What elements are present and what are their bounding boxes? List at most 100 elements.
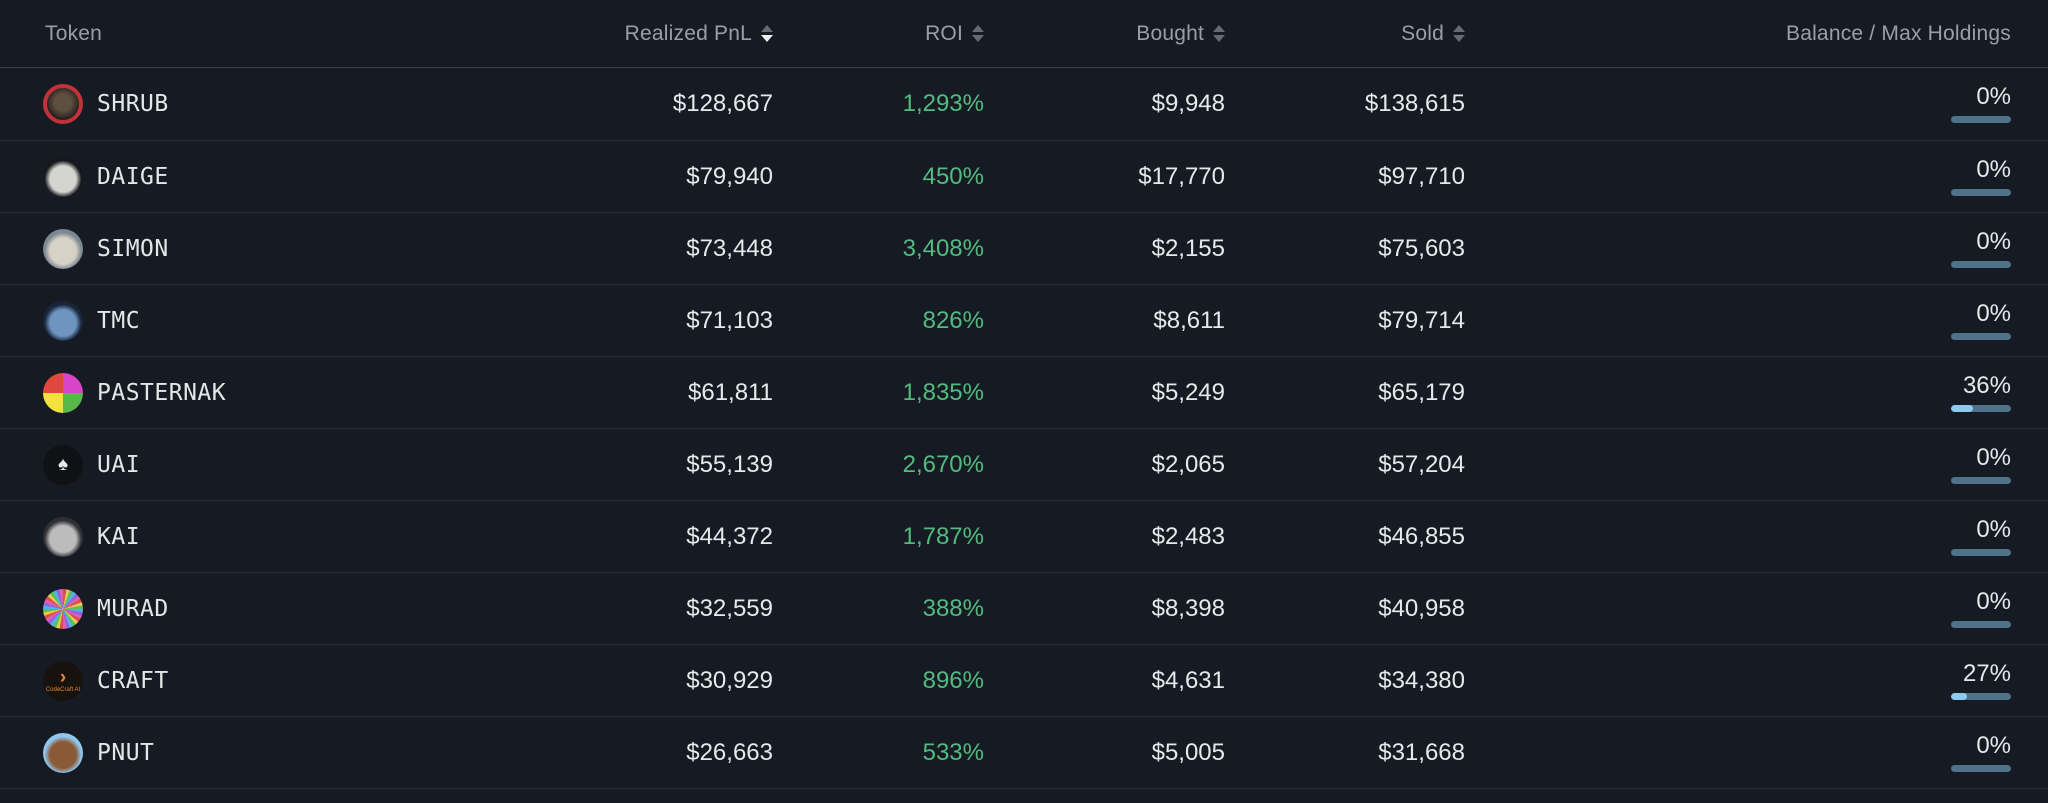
balance-percent: 0% xyxy=(1976,229,2011,255)
bought-value: $2,155 xyxy=(1151,234,1225,262)
table-row[interactable]: SHRUB $128,667 1,293% $9,948 $138,615 0% xyxy=(0,68,2048,140)
table-row[interactable]: MURAD $32,559 388% $8,398 $40,958 0% xyxy=(0,572,2048,644)
table-row[interactable]: KAI $44,372 1,787% $2,483 $46,855 0% xyxy=(0,500,2048,572)
balance-bar xyxy=(1951,116,2011,123)
table-row[interactable]: DAIGE $79,940 450% $17,770 $97,710 0% xyxy=(0,140,2048,212)
balance-cell: 0% xyxy=(1465,158,2048,196)
balance-percent: 0% xyxy=(1976,589,2011,615)
sold-value: $57,204 xyxy=(1378,450,1465,478)
uai-drop-avatar-icon: ♠ xyxy=(43,444,83,485)
balance-cell: 0% xyxy=(1465,230,2048,268)
token-cell: DAIGE xyxy=(0,156,530,197)
shrub-hedgehog-avatar-icon xyxy=(43,84,83,124)
token-cell: KAI xyxy=(0,516,530,557)
balance-bar xyxy=(1951,764,2011,772)
bought-value: $9,948 xyxy=(1151,90,1225,117)
sold-value: $97,710 xyxy=(1378,162,1465,190)
kai-portrait-avatar-icon xyxy=(43,516,83,557)
sold-value: $40,958 xyxy=(1378,594,1465,622)
balance-percent: 0% xyxy=(1976,157,2011,183)
sort-asc-icon xyxy=(1213,25,1225,32)
table-row[interactable]: ♠ UAI $55,139 2,670% $2,065 $57,204 0% xyxy=(0,428,2048,500)
balance-cell: 0% xyxy=(1465,734,2048,772)
sold-value: $46,855 xyxy=(1378,522,1465,550)
token-cell: SIMON xyxy=(0,228,530,269)
realized-pnl-value: $26,663 xyxy=(686,738,773,766)
roi-value: 3,408% xyxy=(902,234,984,262)
pnut-squirrel-avatar-icon xyxy=(43,732,83,773)
balance-bar xyxy=(1951,548,2011,556)
roi-value: 1,835% xyxy=(902,378,984,406)
token-name: CRAFT xyxy=(97,667,169,694)
token-cell: SHRUB xyxy=(0,84,530,124)
craft-codecraft-avatar-icon-text: CodeCraft AI xyxy=(45,686,81,693)
balance-cell: 0% xyxy=(1465,518,2048,556)
column-header-roi[interactable]: ROI xyxy=(773,0,984,67)
realized-pnl-value: $30,929 xyxy=(686,666,773,694)
realized-pnl-value: $128,667 xyxy=(672,90,773,117)
table-row[interactable]: PASTERNAK $61,811 1,835% $5,249 $65,179 … xyxy=(0,356,2048,428)
sort-desc-icon xyxy=(1213,35,1225,42)
bought-value: $8,398 xyxy=(1151,594,1225,622)
token-cell: MURAD xyxy=(0,588,530,629)
uai-drop-avatar-icon-glyph: ♠ xyxy=(57,454,69,475)
sort-icons xyxy=(1453,25,1465,42)
bought-value: $8,611 xyxy=(1153,306,1225,334)
murad-pinwheel-avatar-icon xyxy=(43,588,83,629)
balance-cell: 0% xyxy=(1465,590,2048,628)
balance-cell: 36% xyxy=(1465,374,2048,412)
roi-value: 388% xyxy=(922,594,984,622)
balance-cell: 0% xyxy=(1465,85,2048,123)
balance-cell: 27% xyxy=(1465,662,2048,700)
table-row[interactable]: PNUT $26,663 533% $5,005 $31,668 0% xyxy=(0,716,2048,788)
balance-bar xyxy=(1951,692,2011,700)
sort-icons xyxy=(1213,25,1225,42)
column-header-sold[interactable]: Sold xyxy=(1225,0,1465,67)
token-name: TMC xyxy=(97,307,141,334)
realized-pnl-value: $79,940 xyxy=(686,162,773,190)
roi-value: 896% xyxy=(922,666,984,694)
column-label: Realized PnL xyxy=(624,21,752,45)
sort-desc-icon xyxy=(761,35,773,42)
tmc-helmet-avatar-icon xyxy=(43,300,83,341)
sold-value: $31,668 xyxy=(1378,738,1465,766)
balance-cell: 0% xyxy=(1465,446,2048,484)
craft-codecraft-avatar-icon: › CodeCraft AI xyxy=(43,660,83,701)
realized-pnl-value: $73,448 xyxy=(686,234,773,262)
token-cell: TMC xyxy=(0,300,530,341)
balance-bar xyxy=(1951,260,2011,268)
balance-percent: 27% xyxy=(1962,661,2011,687)
column-header-bought[interactable]: Bought xyxy=(984,0,1225,67)
column-label: Bought xyxy=(1136,21,1204,45)
table-body: SHRUB $128,667 1,293% $9,948 $138,615 0%… xyxy=(0,68,2048,789)
balance-percent: 0% xyxy=(1976,517,2011,543)
token-name: PASTERNAK xyxy=(97,379,227,406)
token-cell: ♠ UAI xyxy=(0,444,530,485)
bought-value: $2,065 xyxy=(1151,450,1225,478)
column-header-realized-pnl[interactable]: Realized PnL xyxy=(530,0,773,67)
bought-value: $17,770 xyxy=(1138,162,1225,190)
sort-asc-icon xyxy=(761,25,773,32)
bought-value: $5,249 xyxy=(1151,378,1225,406)
bought-value: $4,631 xyxy=(1151,666,1225,694)
table-row[interactable]: SIMON $73,448 3,408% $2,155 $75,603 0% xyxy=(0,212,2048,284)
craft-codecraft-avatar-icon-glyph: › xyxy=(59,666,67,688)
column-header-token: Token xyxy=(0,0,530,67)
roi-value: 826% xyxy=(922,306,984,334)
column-header-balance: Balance / Max Holdings xyxy=(1465,0,2048,67)
table-row[interactable]: › CodeCraft AI CRAFT $30,929 896% $4,631 … xyxy=(0,644,2048,716)
balance-bar xyxy=(1951,620,2011,628)
pasternak-popart-avatar-icon xyxy=(43,372,83,413)
sort-icons xyxy=(972,25,984,42)
sold-value: $65,179 xyxy=(1378,378,1465,406)
sort-asc-icon xyxy=(1453,25,1465,32)
token-name: SIMON xyxy=(97,235,169,262)
roi-value: 450% xyxy=(922,162,984,190)
balance-bar xyxy=(1951,332,2011,340)
realized-pnl-value: $55,139 xyxy=(686,450,773,478)
token-cell: › CodeCraft AI CRAFT xyxy=(0,660,530,701)
realized-pnl-value: $71,103 xyxy=(686,306,773,334)
bought-value: $5,005 xyxy=(1151,738,1225,766)
table-row[interactable]: TMC $71,103 826% $8,611 $79,714 0% xyxy=(0,284,2048,356)
